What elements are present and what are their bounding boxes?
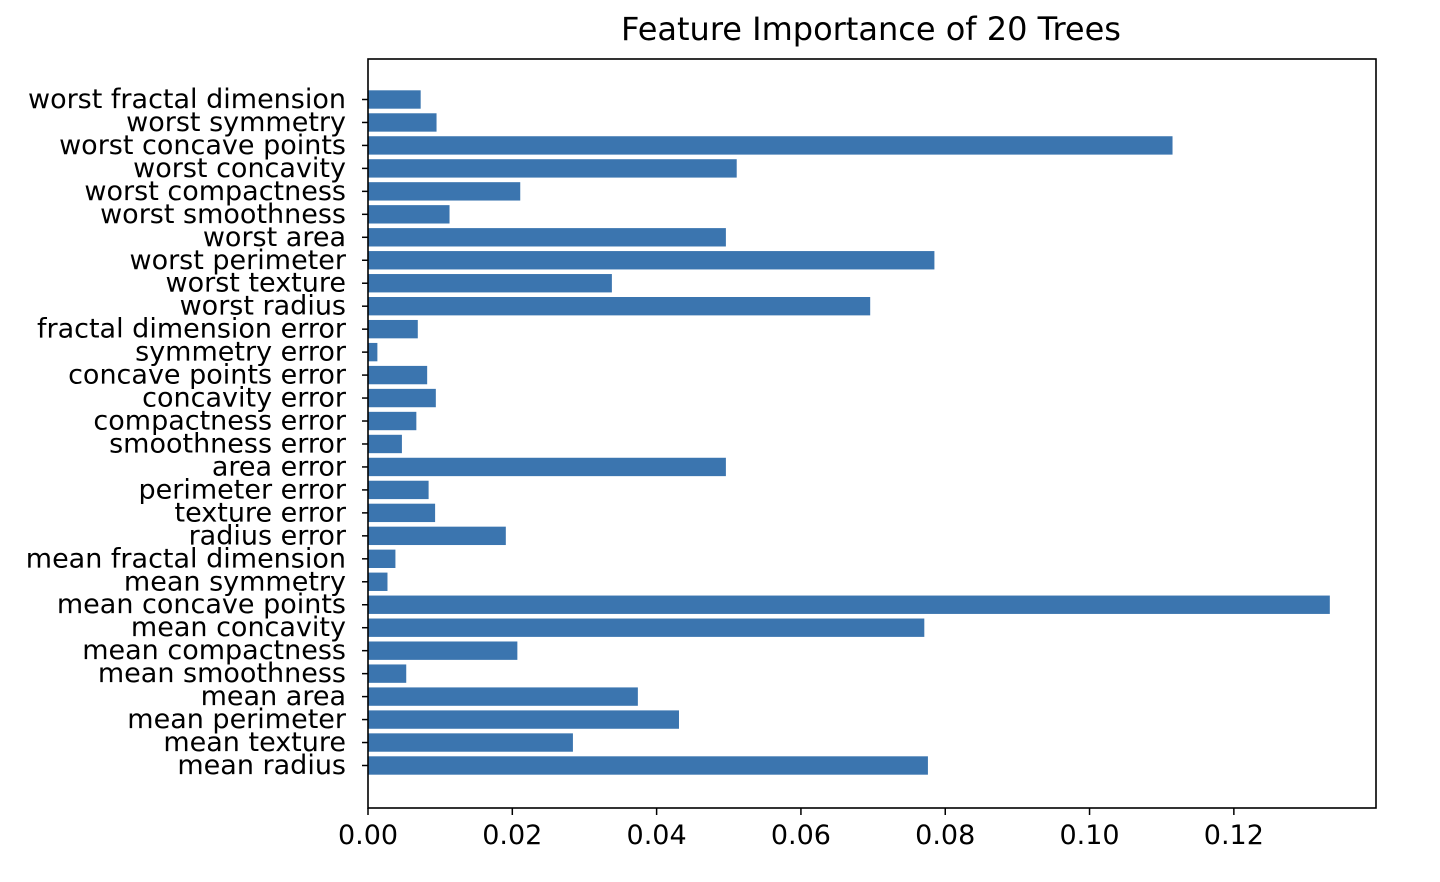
x-tick-label: 0.00 [338, 820, 398, 851]
x-tick-label: 0.08 [915, 820, 975, 851]
bar-concave-points-error [368, 365, 428, 385]
y-tick-label-worst-concavity: worst concavity [133, 153, 346, 184]
bar-worst-fractal-dimension [368, 90, 421, 109]
y-tick-label-mean-symmetry: mean symmetry [124, 566, 346, 597]
y-tick-label-worst-compactness: worst compactness [84, 176, 346, 207]
bar-mean-concavity [368, 618, 925, 637]
y-tick-label-mean-radius: mean radius [177, 750, 346, 781]
x-tick-label: 0.04 [627, 820, 687, 851]
bar-concavity-error [368, 388, 436, 408]
bar-mean-compactness [368, 641, 518, 660]
y-tick-label-compactness-error: compactness error [93, 406, 346, 437]
y-tick-label-worst-symmetry: worst symmetry [126, 107, 346, 138]
y-tick-label-symmetry-error: symmetry error [135, 337, 347, 368]
y-tick-label-worst-area: worst area [203, 222, 346, 253]
bar-mean-area [368, 687, 638, 706]
bar-mean-symmetry [368, 572, 388, 591]
bar-mean-perimeter [368, 710, 679, 729]
bar-worst-radius [368, 297, 871, 316]
y-tick-label-worst-radius: worst radius [180, 291, 346, 322]
y-tick-label-mean-perimeter: mean perimeter [127, 704, 347, 735]
bar-area-error [368, 457, 726, 477]
bar-mean-smoothness [368, 664, 407, 683]
y-tick-label-concave-points-error: concave points error [68, 360, 347, 391]
bar-worst-compactness [368, 182, 521, 201]
plot-area-frame [367, 58, 1377, 809]
y-tick-label-smoothness-error: smoothness error [109, 428, 347, 459]
y-tick-label-texture-error: texture error [175, 497, 347, 528]
bar-smoothness-error [368, 434, 402, 454]
y-tick-label-concavity-error: concavity error [142, 383, 347, 414]
y-tick-label-worst-concave-points: worst concave points [59, 130, 346, 161]
y-tick-label-perimeter-error: perimeter error [138, 474, 346, 505]
y-tick-label-worst-smoothness: worst smoothness [100, 199, 346, 230]
bar-worst-concave-points [368, 136, 1173, 155]
y-tick-label-area-error: area error [212, 451, 347, 482]
x-axis: 0.00 0.02 0.04 0.06 0.08 0.10 0.12 [338, 808, 1264, 851]
x-tick-label: 0.12 [1204, 820, 1264, 851]
bar-compactness-error [368, 411, 417, 431]
bars-group [368, 90, 1330, 775]
chart-title: Feature Importance of 20 Trees [621, 10, 1121, 48]
bar-mean-radius [368, 756, 928, 775]
bar-worst-concavity [368, 159, 737, 178]
y-tick-label-mean-texture: mean texture [163, 727, 346, 758]
bar-mean-concave-points [368, 595, 1330, 614]
y-tick-label-mean-concavity: mean concavity [131, 612, 346, 643]
x-tick-label: 0.06 [771, 820, 831, 851]
bar-mean-texture [368, 733, 573, 752]
bar-radius-error [368, 526, 506, 546]
bar-worst-area [368, 228, 726, 247]
bar-worst-symmetry [368, 113, 437, 132]
y-tick-label-fractal-dimension-error: fractal dimension error [37, 314, 347, 345]
bar-symmetry-error [368, 342, 378, 362]
y-tick-label-radius-error: radius error [189, 520, 347, 551]
y-tick-label-mean-compactness: mean compactness [82, 635, 346, 666]
y-tick-label-mean-area: mean area [201, 681, 346, 712]
bar-worst-texture [368, 274, 612, 293]
y-tick-label-worst-fractal-dimension: worst fractal dimension [28, 84, 346, 115]
bar-texture-error [368, 503, 436, 523]
y-tick-label-worst-texture: worst texture [166, 268, 346, 299]
bar-perimeter-error [368, 480, 429, 500]
y-tick-label-mean-fractal-dimension: mean fractal dimension [26, 543, 346, 574]
y-tick-label-mean-concave-points: mean concave points [57, 589, 346, 620]
y-tick-label-worst-perimeter: worst perimeter [129, 245, 346, 276]
bar-mean-fractal-dimension [368, 549, 396, 568]
x-tick-label: 0.10 [1059, 820, 1119, 851]
y-tick-label-mean-smoothness: mean smoothness [98, 658, 346, 689]
bar-fractal-dimension-error [368, 319, 418, 339]
bar-worst-perimeter [368, 251, 935, 270]
bar-worst-smoothness [368, 205, 450, 224]
x-tick-label: 0.02 [482, 820, 542, 851]
